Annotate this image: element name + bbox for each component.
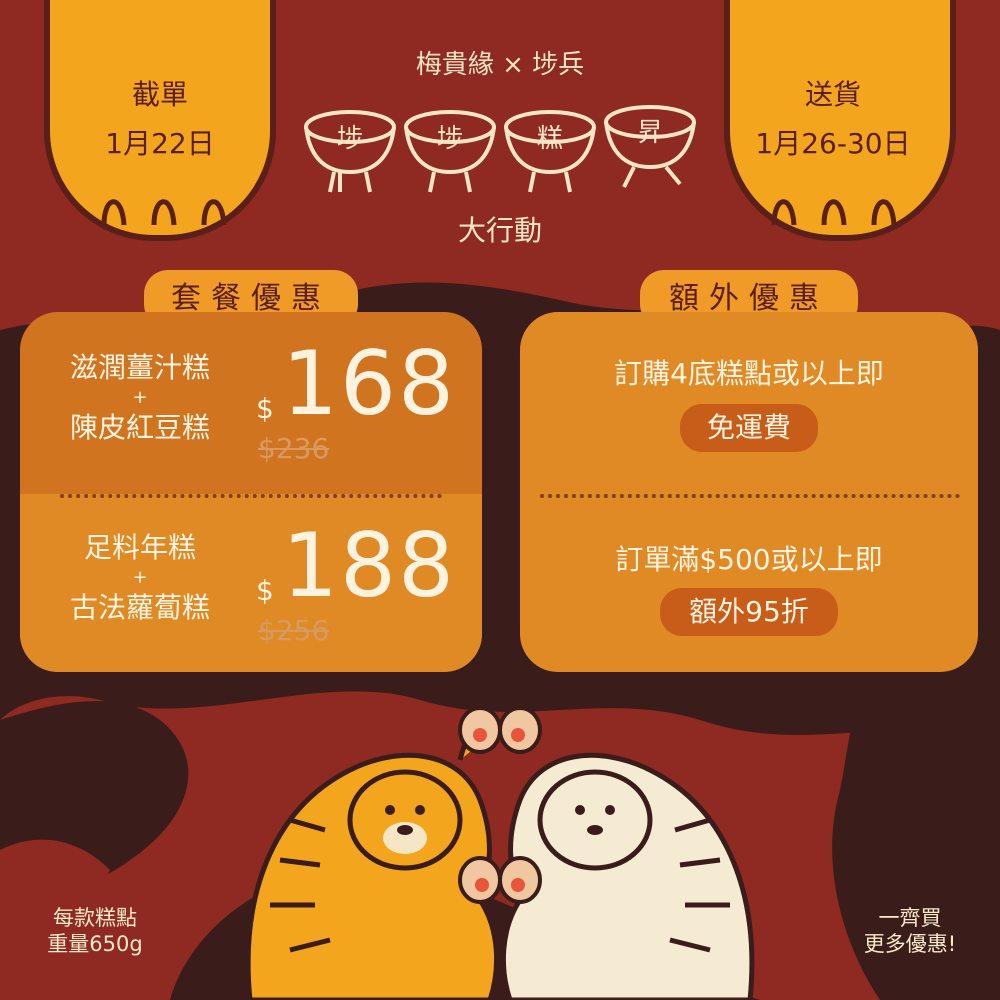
delivery-label: 送貨	[804, 78, 861, 111]
orange-tiger-illustration	[245, 706, 502, 1000]
combo-1-original-price: $236	[258, 432, 330, 465]
combo-2-currency: $	[256, 574, 274, 607]
combo-1-plus: +	[132, 387, 148, 409]
bowl-row: 埗 埗 糕 昇	[300, 92, 700, 202]
offer-2-text: 訂單滿$500或以上即	[615, 543, 883, 576]
combo-divider	[60, 494, 442, 498]
combo-2-plus: +	[132, 567, 148, 589]
offer-1-pill: 免運費	[680, 404, 818, 452]
combo-1-price: 168	[282, 332, 456, 435]
combo-1-currency: $	[256, 392, 274, 425]
weight-note: 每款糕點 重量650g	[20, 905, 170, 958]
bowl-char-3: 糕	[536, 124, 563, 154]
cutoff-label: 截單	[131, 78, 188, 111]
offer-2-pill: 額外95折	[660, 588, 838, 636]
combo-2-item-1: 足料年糕	[83, 531, 196, 564]
bowl-char-2: 埗	[436, 124, 463, 154]
bowl-char-1: 埗	[336, 124, 363, 154]
delivery-block: 送貨 1月26-30日	[738, 70, 928, 168]
cutoff-block: 截單 1月22日	[70, 70, 250, 168]
white-tiger-illustration	[498, 706, 755, 1000]
rice-bowl-icon	[304, 105, 696, 193]
combo-1-item-2: 陳皮紅豆糕	[69, 410, 210, 444]
tiger-hug-illustration	[245, 706, 755, 1000]
right-tiger-paw-icon	[724, 0, 956, 241]
combo-2-item-2: 古法蘿蔔糕	[69, 590, 210, 624]
campaign-subtitle: 大行動	[457, 214, 542, 247]
extra-offer-card: 訂購4底糕點或以上即 免運費 訂單滿$500或以上即 額外95折	[520, 312, 978, 672]
weight-note-line1: 每款糕點	[53, 906, 137, 930]
combo-card-lower	[20, 494, 482, 672]
offer-divider	[540, 494, 960, 498]
bundle-note-line2: 更多優惠!	[863, 932, 957, 957]
combo-2-original-price: $256	[258, 614, 330, 647]
bowl-char-4: 昇	[636, 118, 663, 148]
combo-1-items: 滋潤薑汁糕 + 陳皮紅豆糕	[30, 350, 250, 446]
bundle-note-line1: 一齊買	[878, 906, 942, 930]
weight-note-line2: 重量650g	[47, 932, 143, 957]
cutoff-date: 1月22日	[105, 127, 215, 160]
bundle-note: 一齊買 更多優惠!	[840, 905, 980, 958]
combo-card: 滋潤薑汁糕 + 陳皮紅豆糕 $ 168 $236 足料年糕 + 古法蘿蔔糕 $ …	[20, 312, 482, 672]
collab-title: 梅貴緣 × 埗兵	[415, 50, 585, 80]
delivery-date: 1月26-30日	[755, 127, 911, 160]
offer-1-text: 訂購4底糕點或以上即	[614, 357, 884, 390]
combo-2-price: 188	[282, 514, 456, 617]
left-paw-toes-icon	[101, 199, 227, 226]
combo-2-items: 足料年糕 + 古法蘿蔔糕	[30, 530, 250, 626]
combo-1-item-1: 滋潤薑汁糕	[69, 351, 210, 384]
right-paw-toes-icon	[771, 199, 897, 226]
